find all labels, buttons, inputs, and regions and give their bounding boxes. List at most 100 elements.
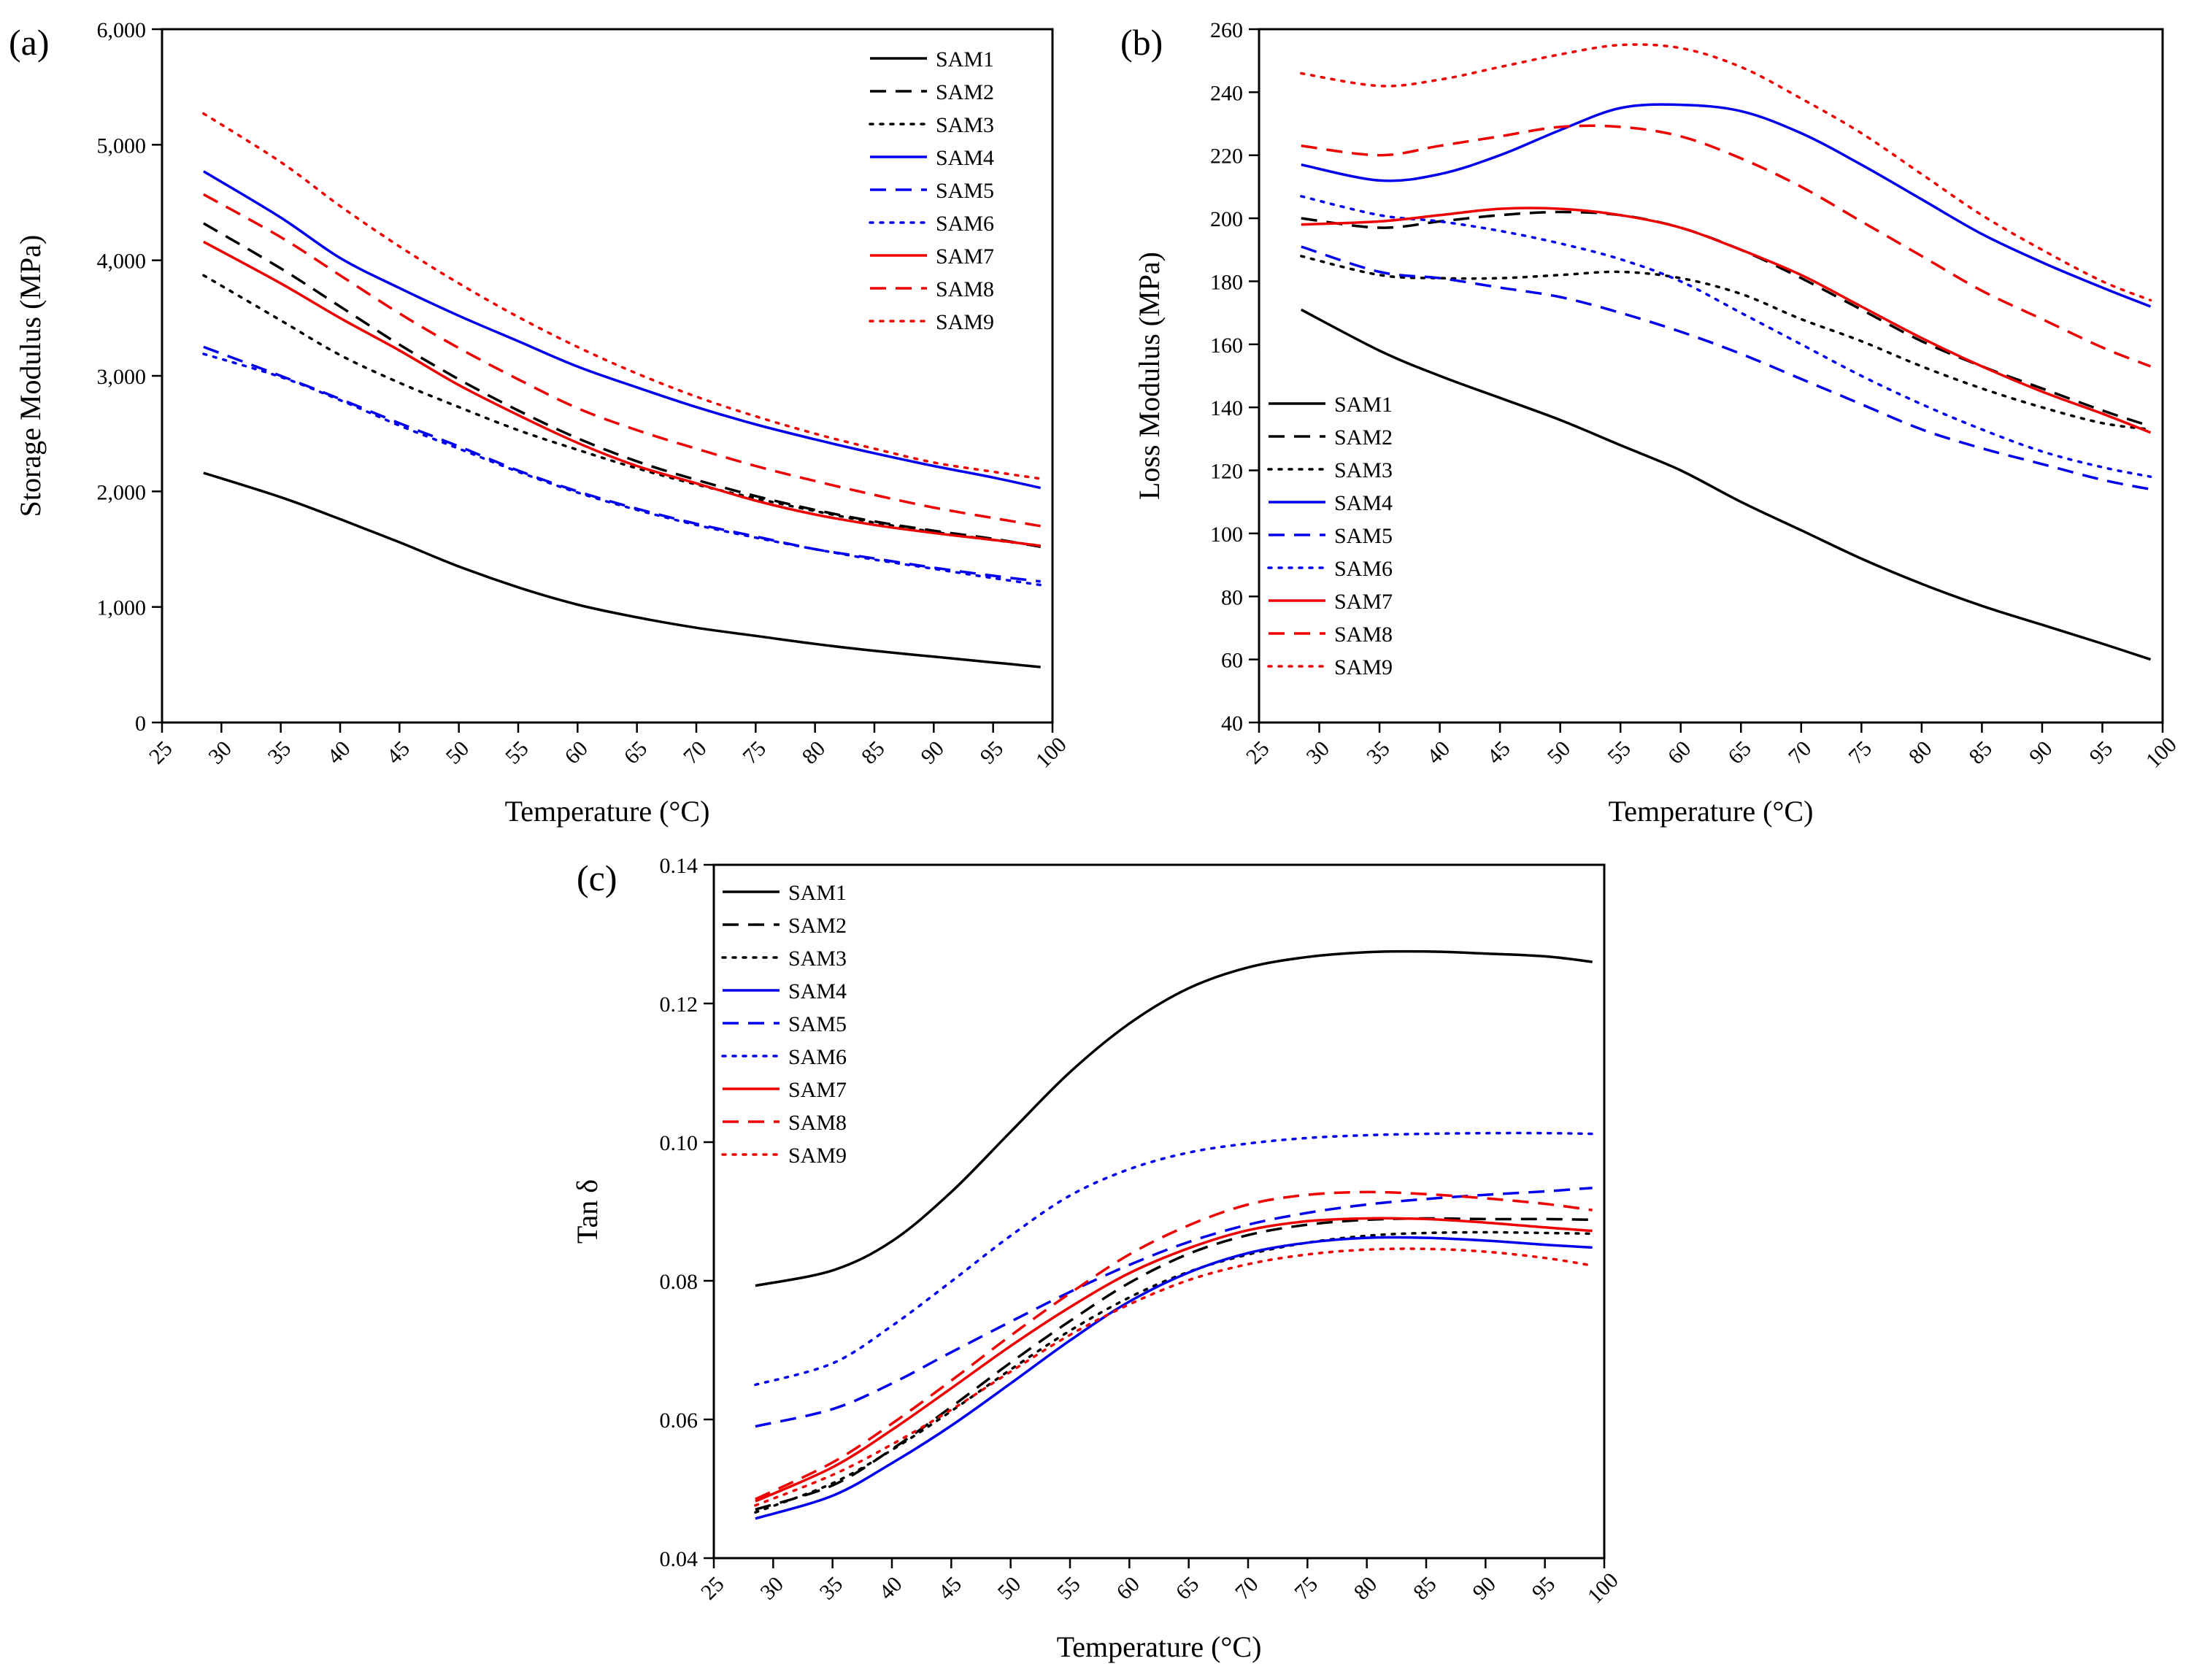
y-tick-label: 0.12 — [660, 993, 698, 1017]
x-tick-label: 100 — [1031, 733, 1071, 773]
series-line-sam6 — [754, 1131, 1594, 1387]
panel-label: (a) — [9, 22, 50, 63]
y-tick-label: 160 — [1210, 334, 1243, 358]
x-tick-label: 70 — [679, 736, 712, 769]
series-line-sam1 — [203, 471, 1041, 668]
series-line-sam7 — [203, 240, 1041, 547]
x-tick-label: 80 — [1350, 1572, 1382, 1605]
x-tick-label: 75 — [738, 736, 771, 769]
x-tick-label: 30 — [1302, 736, 1335, 769]
series-line-sam8 — [755, 1190, 1593, 1500]
y-tick-label: 240 — [1210, 81, 1243, 105]
y-axis-title: Loss Modulus (MPa) — [1133, 252, 1166, 500]
plot-frame — [161, 28, 1054, 724]
x-tick-label: 60 — [1112, 1572, 1144, 1605]
x-tick-label: 75 — [1844, 736, 1877, 769]
legend-label-sam8: SAM8 — [1334, 623, 1393, 647]
legend-label-sam9: SAM9 — [936, 310, 994, 334]
x-tick-label: 45 — [1482, 736, 1515, 769]
x-tick-label: 80 — [1904, 736, 1937, 769]
x-tick-label: 30 — [204, 736, 236, 769]
y-tick-label: 120 — [1210, 460, 1243, 484]
legend-label-sam4: SAM4 — [936, 146, 994, 170]
x-axis-title: Temperature (°C) — [505, 795, 710, 828]
y-tick-label: 0.06 — [660, 1409, 698, 1433]
y-tick-label: 6,000 — [97, 18, 147, 42]
y-tick-label: 4,000 — [97, 250, 147, 274]
series-line-sam5 — [1301, 245, 2151, 491]
series-line-sam6 — [202, 352, 1042, 587]
x-tick-label: 40 — [1423, 736, 1455, 769]
y-tick-label: 140 — [1210, 396, 1243, 420]
x-tick-label: 95 — [2085, 736, 2117, 769]
legend-label-sam4: SAM4 — [1334, 491, 1393, 515]
legend-label-sam4: SAM4 — [788, 979, 847, 1003]
legend-label-sam5: SAM5 — [1334, 524, 1393, 548]
x-tick-label: 50 — [1543, 736, 1576, 769]
x-tick-label: 75 — [1290, 1572, 1323, 1605]
panel-label: (b) — [1120, 22, 1163, 63]
legend-label-sam3: SAM3 — [936, 113, 994, 137]
x-tick-label: 65 — [1723, 736, 1756, 769]
y-tick-label: 2,000 — [97, 480, 147, 504]
legend-label-sam9: SAM9 — [1334, 655, 1393, 679]
x-tick-label: 55 — [1603, 736, 1636, 769]
x-tick-label: 80 — [798, 736, 831, 769]
series-line-sam1 — [755, 949, 1593, 1287]
x-tick-label: 40 — [323, 736, 355, 769]
series-line-sam6 — [1300, 195, 2152, 478]
x-tick-label: 35 — [263, 736, 296, 769]
x-tick-label: 85 — [1409, 1572, 1442, 1605]
legend-label-sam1: SAM1 — [788, 881, 847, 905]
series-line-sam2 — [755, 1217, 1593, 1511]
x-tick-label: 25 — [696, 1572, 729, 1605]
panel-label: (c) — [577, 858, 617, 898]
plot-frame — [1258, 28, 2164, 724]
x-axis-title: Temperature (°C) — [1057, 1630, 1262, 1663]
x-tick-label: 50 — [442, 736, 474, 769]
plot-frame — [712, 863, 1606, 1560]
legend-label-sam2: SAM2 — [788, 914, 847, 938]
series-line-sam3 — [754, 1230, 1594, 1514]
x-tick-label: 25 — [145, 736, 177, 769]
series-line-sam4 — [755, 1236, 1593, 1520]
legend-label-sam3: SAM3 — [1334, 458, 1393, 482]
series-line-sam2 — [203, 222, 1041, 549]
x-tick-label: 90 — [1468, 1572, 1501, 1605]
x-tick-label: 60 — [1663, 736, 1696, 769]
x-tick-label: 30 — [755, 1572, 788, 1605]
legend-label-sam6: SAM6 — [1334, 557, 1393, 581]
y-tick-label: 1,000 — [97, 596, 147, 620]
legend-label-sam2: SAM2 — [1334, 425, 1393, 450]
y-tick-label: 5,000 — [97, 134, 147, 158]
legend-label-sam1: SAM1 — [936, 47, 994, 72]
series-line-sam8 — [203, 193, 1041, 528]
series-line-sam1 — [1300, 308, 2152, 661]
legend-label-sam5: SAM5 — [936, 179, 994, 203]
y-tick-label: 0.08 — [660, 1270, 698, 1294]
x-tick-label: 65 — [620, 736, 653, 769]
x-tick-label: 40 — [874, 1572, 907, 1605]
legend-label-sam9: SAM9 — [788, 1144, 847, 1168]
series-line-sam7 — [1301, 207, 2152, 434]
x-tick-label: 70 — [1231, 1572, 1263, 1605]
series-line-sam3 — [1300, 255, 2152, 431]
y-tick-label: 40 — [1221, 712, 1243, 736]
y-tick-label: 0.04 — [660, 1547, 698, 1571]
legend-label-sam6: SAM6 — [936, 212, 994, 236]
y-tick-label: 260 — [1210, 18, 1243, 42]
y-axis-title: Storage Modulus (MPa) — [14, 235, 47, 517]
legend-label-sam7: SAM7 — [788, 1078, 847, 1102]
series-line-sam9 — [202, 112, 1042, 480]
series-line-sam9 — [1300, 43, 2152, 302]
legend-label-sam6: SAM6 — [788, 1045, 847, 1069]
x-tick-label: 70 — [1784, 736, 1817, 769]
legend-label-sam7: SAM7 — [936, 244, 994, 269]
x-tick-label: 90 — [916, 736, 949, 769]
y-tick-label: 0 — [135, 712, 146, 736]
x-tick-label: 90 — [2025, 736, 2058, 769]
x-tick-label: 95 — [976, 736, 1009, 769]
series-line-sam4 — [1301, 103, 2152, 308]
y-tick-label: 80 — [1221, 585, 1243, 609]
